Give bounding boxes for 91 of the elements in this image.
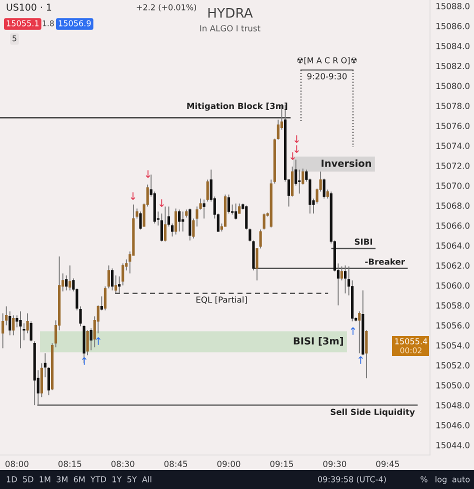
series-label: Sell Side Liquidity: [330, 408, 415, 417]
annotation: ↑: [358, 356, 363, 364]
y-tick-label: 15052.0: [436, 362, 470, 368]
annotation: ↓: [290, 152, 295, 160]
x-tick-label: 08:15: [58, 460, 82, 468]
annotation: 15055.1: [6, 20, 39, 26]
y-tick-label: 15050.0: [436, 382, 470, 388]
x-tick-label: 08:45: [164, 460, 188, 468]
candlestick: [47, 366, 50, 396]
y-tick-label: 15054.0: [436, 342, 470, 349]
candlestick: [234, 203, 238, 220]
candlestick: [167, 206, 170, 227]
annotation: ↓: [159, 199, 164, 207]
candlestick: [19, 310, 22, 349]
candlestick: [170, 223, 174, 237]
annotation: ↓: [294, 135, 299, 143]
x-tick-label: 08:00: [5, 460, 28, 468]
candlestick: [298, 169, 301, 194]
candlestick: [322, 178, 326, 200]
annotation: ☢[M A C R O]☢: [297, 57, 357, 64]
annotation: ↑: [82, 357, 87, 365]
annotation: 9:20-9:30: [307, 73, 347, 80]
y-tick-label: 15082.0: [436, 62, 470, 70]
series-label: EQL [Partial]: [196, 296, 247, 304]
series-label: -Breaker: [365, 258, 405, 265]
series-label: Inversion: [322, 159, 371, 167]
annotation: 15056.9: [58, 20, 91, 26]
y-tick-label: 15062.0: [436, 262, 470, 269]
candlestick: [206, 179, 209, 202]
y-tick-label: 15078.0: [436, 102, 470, 110]
series-label: Mitigation Block [3m]: [187, 102, 288, 111]
annotation: ↑: [350, 327, 356, 335]
candlestick: [2, 312, 4, 349]
y-tick-label: 15068.0: [436, 202, 470, 209]
x-tick-label: 09:00: [217, 460, 240, 468]
annotation: +2.2 (+0.01%): [136, 4, 196, 12]
x-tick-label: 09:15: [270, 460, 294, 468]
y-tick-label: 15048.0: [436, 402, 470, 408]
annotation: 15055.4: [395, 338, 428, 344]
annotation: ↓: [294, 145, 299, 153]
annotation: US100 · 1: [6, 4, 52, 11]
candlestick: [12, 314, 15, 336]
candlestick: [227, 194, 230, 214]
text: In ALGO I trust: [200, 25, 260, 32]
y-tick-label: 15088.0: [436, 2, 470, 10]
y-tick-label: 15086.0: [436, 22, 470, 30]
y-tick-label: 15076.0: [436, 122, 470, 130]
candlestick: [182, 211, 184, 232]
x-tick-label: 08:30: [111, 460, 134, 468]
series-label: BISI [3m]: [294, 337, 343, 346]
candlestick: [110, 268, 114, 291]
text: %: [420, 476, 428, 482]
text: 1D 5D 1M 3M 6M YTD 1Y 5Y All: [6, 476, 152, 482]
x-tick-label: 09:30: [323, 460, 346, 468]
candlestick: [8, 310, 12, 336]
x-tick-label: 09:45: [376, 460, 399, 468]
annotation: ↓: [130, 192, 136, 200]
chart-title: HYDRA: [208, 8, 253, 18]
y-tick-label: 15066.0: [436, 222, 470, 229]
text: 09:39:58 (UTC-4): [318, 476, 386, 484]
candlestick: [340, 266, 344, 281]
candlestick: [358, 310, 361, 354]
y-tick-label: 15058.0: [436, 302, 470, 309]
y-tick-label: 15072.0: [436, 162, 470, 169]
y-tick-label: 15080.0: [436, 82, 470, 90]
candlestick: [344, 264, 347, 294]
y-tick-label: 15070.0: [436, 182, 470, 189]
series-label: SIBI: [354, 238, 372, 245]
y-tick-label: 15074.0: [436, 142, 470, 149]
candlestick: [164, 206, 167, 242]
y-tick-label: 15060.0: [436, 282, 470, 289]
y-tick-label: 15056.0: [436, 322, 470, 329]
candlestick: [262, 213, 266, 230]
candlestick: [202, 199, 206, 220]
annotation: ↑: [96, 337, 101, 345]
text: auto: [452, 476, 470, 482]
candlestick: [65, 274, 68, 291]
candlestick: [291, 166, 294, 198]
candlestick: [178, 209, 181, 232]
candlestick: [365, 330, 368, 379]
candlestick: [86, 330, 89, 356]
y-tick-label: 15044.0: [436, 442, 470, 448]
y-tick-label: 15084.0: [436, 42, 470, 50]
candlestick: [118, 276, 121, 294]
candlestick: [174, 208, 178, 235]
y-tick-label: 15064.0: [436, 242, 470, 249]
candlestick: [68, 264, 72, 291]
candlestick: [139, 211, 142, 230]
y-tick-label: 15046.0: [436, 422, 470, 428]
text: log: [436, 476, 446, 484]
annotation: ↓: [146, 170, 150, 178]
